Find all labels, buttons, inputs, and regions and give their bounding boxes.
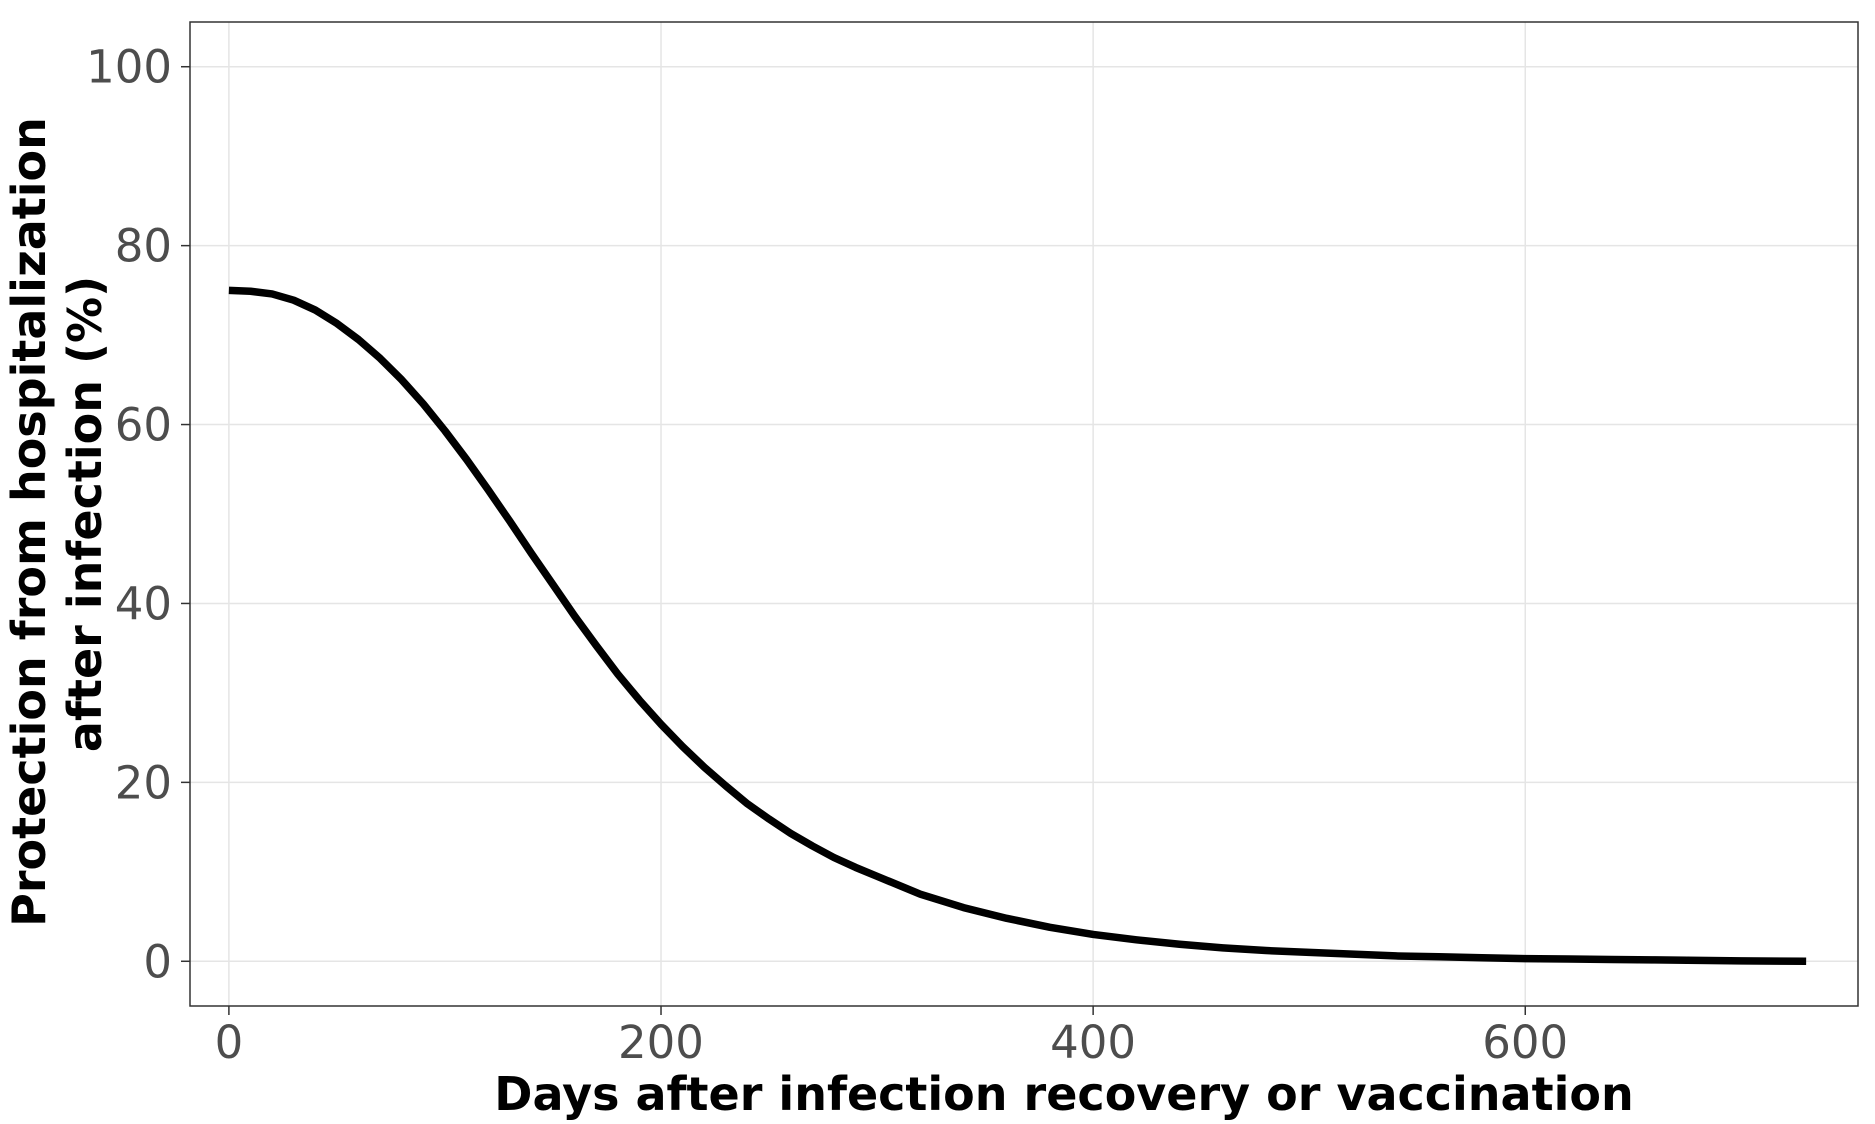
y-tick-label-1: 20 — [115, 756, 172, 809]
y-axis-title: Protection from hospitalization after in… — [2, 101, 112, 927]
plot-panel-border — [189, 21, 1859, 1007]
x-tick-label-3: 600 — [1482, 1016, 1568, 1069]
series-layer — [228, 286, 1807, 966]
x-tick-label-2: 400 — [1050, 1016, 1136, 1069]
y-tick-label-3: 60 — [115, 399, 172, 452]
series-line-0 — [228, 286, 1807, 966]
y-axis-ticks: 0 20 40 60 80 100 — [86, 41, 190, 988]
x-tick-label-0: 0 — [215, 1016, 244, 1069]
x-axis-ticks: 0 200 400 600 — [215, 1006, 1568, 1069]
y-tick-label-5: 100 — [86, 41, 172, 94]
y-axis-title-line-2: after infection (%) — [58, 276, 112, 752]
x-axis-title: Days after infection recovery or vaccina… — [494, 1067, 1633, 1121]
y-tick-label-0: 0 — [143, 935, 172, 988]
y-tick-label-4: 80 — [115, 220, 172, 273]
y-tick-label-2: 40 — [115, 577, 172, 630]
x-tick-label-1: 200 — [618, 1016, 704, 1069]
grid-lines — [190, 22, 1858, 1006]
y-axis-title-line-1: Protection from hospitalization — [2, 117, 56, 927]
